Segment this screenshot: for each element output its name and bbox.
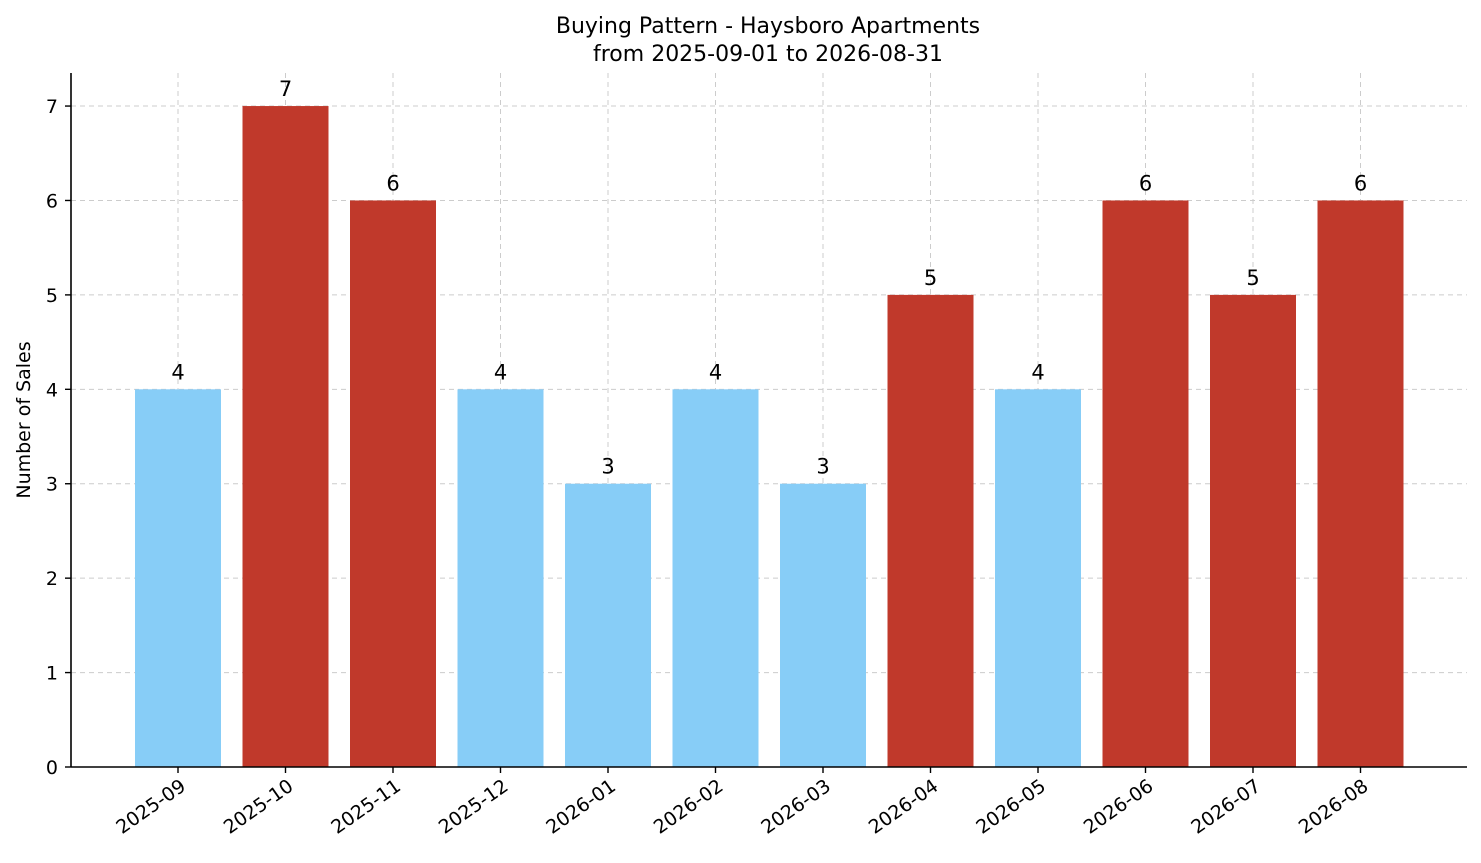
y-axis-label: Number of Sales xyxy=(13,341,35,498)
bar-2026-08 xyxy=(1317,200,1404,768)
chart-subtitle: from 2025-09-01 to 2026-08-31 xyxy=(593,42,943,67)
bar-value-label: 5 xyxy=(1246,266,1259,290)
bar-value-label: 6 xyxy=(1354,171,1367,195)
chart-title: Buying Pattern - Haysboro Apartments xyxy=(556,14,980,39)
x-tick-label: 2026-03 xyxy=(757,775,835,839)
y-tick-label: 2 xyxy=(46,568,58,590)
bar-value-label: 5 xyxy=(924,266,937,290)
bar-2026-07 xyxy=(1210,294,1296,767)
bar-value-label: 4 xyxy=(494,360,507,384)
x-tick-label: 2025-10 xyxy=(220,775,298,839)
bar-layer xyxy=(135,106,1404,768)
bar-value-label: 4 xyxy=(709,360,722,384)
y-tick-label: 6 xyxy=(46,190,58,212)
x-tick-label: 2026-01 xyxy=(542,775,620,839)
bar-value-label: 7 xyxy=(279,77,292,101)
bar-2025-12 xyxy=(457,389,544,767)
y-tick-label: 0 xyxy=(46,757,58,779)
bar-2026-04 xyxy=(887,294,974,767)
x-tick-label: 2026-05 xyxy=(972,775,1050,839)
label-layer: 4 7 6 4 3 4 3 5 4 6 5 6 xyxy=(171,77,1367,479)
bar-2025-09 xyxy=(135,389,221,767)
y-tick-label: 5 xyxy=(46,285,58,307)
bar-2026-03 xyxy=(780,483,866,767)
x-tick-label: 2026-07 xyxy=(1187,775,1265,839)
x-tick-label: 2025-11 xyxy=(327,775,405,839)
bar-2025-10 xyxy=(242,106,329,768)
bar-2026-01 xyxy=(565,483,651,767)
x-tick-label: 2025-12 xyxy=(435,775,513,839)
x-tick-label: 2025-09 xyxy=(112,775,190,839)
x-tick-label: 2026-02 xyxy=(650,775,728,839)
y-tick-label: 1 xyxy=(46,663,58,685)
bar-value-label: 3 xyxy=(816,455,829,479)
y-tick-label: 4 xyxy=(46,379,58,401)
bar-value-label: 3 xyxy=(601,455,614,479)
x-tick-label: 2026-04 xyxy=(865,775,943,839)
bar-value-label: 4 xyxy=(171,360,184,384)
bar-2025-11 xyxy=(350,200,436,768)
bar-2026-02 xyxy=(672,389,759,767)
bar-value-label: 6 xyxy=(1139,171,1152,195)
bar-value-label: 4 xyxy=(1031,360,1044,384)
bar-value-label: 6 xyxy=(386,171,399,195)
y-tick-label: 7 xyxy=(46,96,58,118)
x-tick-label: 2026-08 xyxy=(1295,775,1373,839)
x-tick-label: 2026-06 xyxy=(1080,775,1158,839)
bar-2026-05 xyxy=(995,389,1081,767)
y-tick-label: 3 xyxy=(46,474,58,496)
bar-2026-06 xyxy=(1102,200,1189,768)
